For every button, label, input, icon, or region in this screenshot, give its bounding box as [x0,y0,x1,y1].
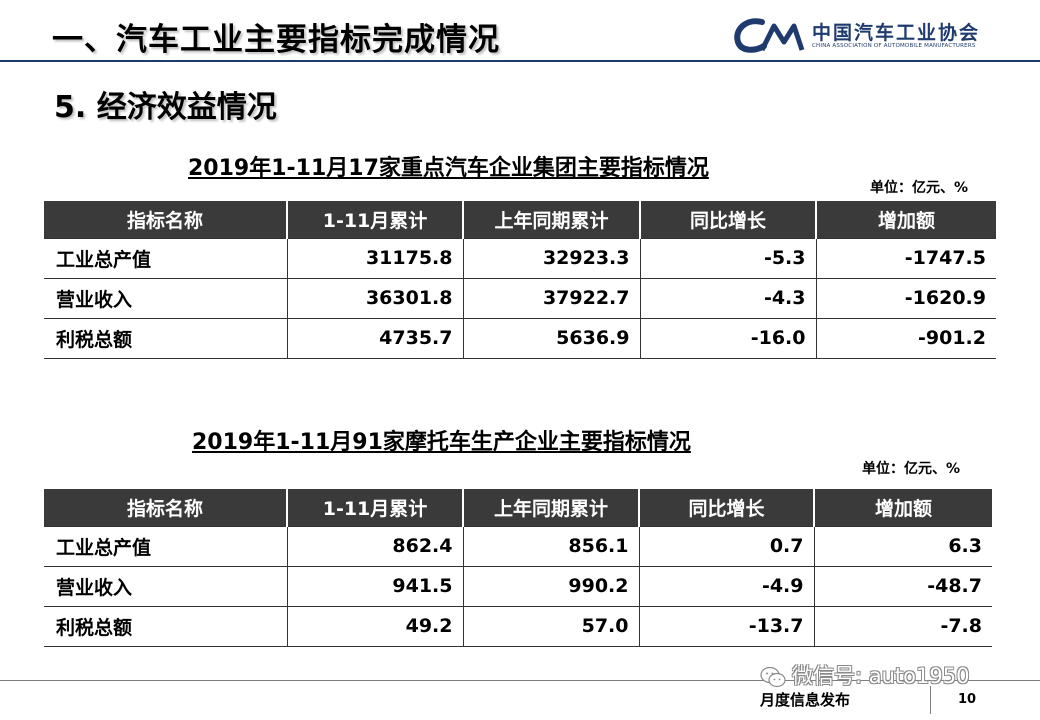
growth-value: -5.3 [640,237,817,279]
increase-value: -48.7 [814,566,992,607]
last-year-value: 856.1 [463,525,640,567]
footer-label: 月度信息发布 [760,691,851,709]
cumulative-value: 36301.8 [287,278,464,319]
table1-title: 2019年1-11月17家重点汽车企业集团主要指标情况 [188,156,709,181]
cumulative-value: 49.2 [287,606,464,647]
column-header: 上年同期累计 [463,201,641,238]
indicator-name: 工业总产值 [44,525,288,567]
cumulative-value: 31175.8 [287,237,464,279]
table-row: 营业收入 36301.8 37922.7 -4.3 -1620.9 [44,278,996,319]
column-header: 上年同期累计 [463,489,640,526]
section-title: 5. 经济效益情况 [54,90,277,125]
indicator-name: 利税总额 [44,318,288,359]
growth-value: -16.0 [640,318,817,359]
increase-value: -1747.5 [816,237,996,279]
growth-value: 0.7 [639,525,815,567]
increase-value: 6.3 [814,525,992,567]
page-number: 10 [958,692,977,707]
column-header: 增加额 [816,201,996,238]
table1: 指标名称 1-11月累计 上年同期累计 同比增长 增加额 工业总产值 31175… [44,201,996,359]
table-row: 利税总额 4735.7 5636.9 -16.0 -901.2 [44,318,996,359]
column-header: 1-11月累计 [287,489,464,526]
increase-value: -901.2 [816,318,996,359]
column-header: 增加额 [814,489,992,526]
slide-title: 一、汽车工业主要指标完成情况 [52,22,500,58]
logo-chinese-name: 中国汽车工业协会 [812,22,981,44]
increase-value: -7.8 [814,606,992,647]
last-year-value: 990.2 [463,566,640,607]
cumulative-value: 941.5 [287,566,464,607]
table1-unit: 单位：亿元、% [870,180,969,196]
table-row: 工业总产值 862.4 856.1 0.7 6.3 [44,525,992,567]
cumulative-value: 4735.7 [287,318,464,359]
table2-title: 2019年1-11月91家摩托车生产企业主要指标情况 [192,430,691,455]
increase-value: -1620.9 [816,278,996,319]
watermark-text: 微信号: auto1950 [792,664,970,688]
growth-value: -13.7 [639,606,815,647]
wechat-watermark: 微信号: auto1950 [760,660,969,690]
caam-logo: 中国汽车工业协会 CHINA ASSOCIATION OF AUTOMOBILE… [732,16,1002,56]
last-year-value: 5636.9 [463,318,641,359]
last-year-value: 57.0 [463,606,640,647]
table-row: 营业收入 941.5 990.2 -4.9 -48.7 [44,566,992,607]
table-row: 工业总产值 31175.8 32923.3 -5.3 -1747.5 [44,237,996,279]
wechat-icon [760,666,786,688]
caam-logo-icon [734,18,805,53]
title-divider [0,60,1040,62]
column-header: 指标名称 [44,489,288,526]
table2-header-row: 指标名称 1-11月累计 上年同期累计 同比增长 增加额 [44,489,992,526]
table-row: 利税总额 49.2 57.0 -13.7 -7.8 [44,606,992,647]
column-header: 同比增长 [640,201,817,238]
column-header: 指标名称 [44,201,288,238]
table2: 指标名称 1-11月累计 上年同期累计 同比增长 增加额 工业总产值 862.4… [44,489,992,647]
indicator-name: 营业收入 [44,566,288,607]
cumulative-value: 862.4 [287,525,464,567]
footer-divider [0,680,1040,681]
column-header: 1-11月累计 [287,201,464,238]
logo-english-name: CHINA ASSOCIATION OF AUTOMOBILE MANUFACT… [812,43,976,49]
footer-separator [930,686,931,714]
column-header: 同比增长 [639,489,815,526]
indicator-name: 利税总额 [44,606,288,647]
indicator-name: 营业收入 [44,278,288,319]
growth-value: -4.9 [639,566,815,607]
table1-header-row: 指标名称 1-11月累计 上年同期累计 同比增长 增加额 [44,201,996,238]
table2-unit: 单位：亿元、% [862,461,961,477]
indicator-name: 工业总产值 [44,237,288,279]
growth-value: -4.3 [640,278,817,319]
last-year-value: 32923.3 [463,237,641,279]
last-year-value: 37922.7 [463,278,641,319]
